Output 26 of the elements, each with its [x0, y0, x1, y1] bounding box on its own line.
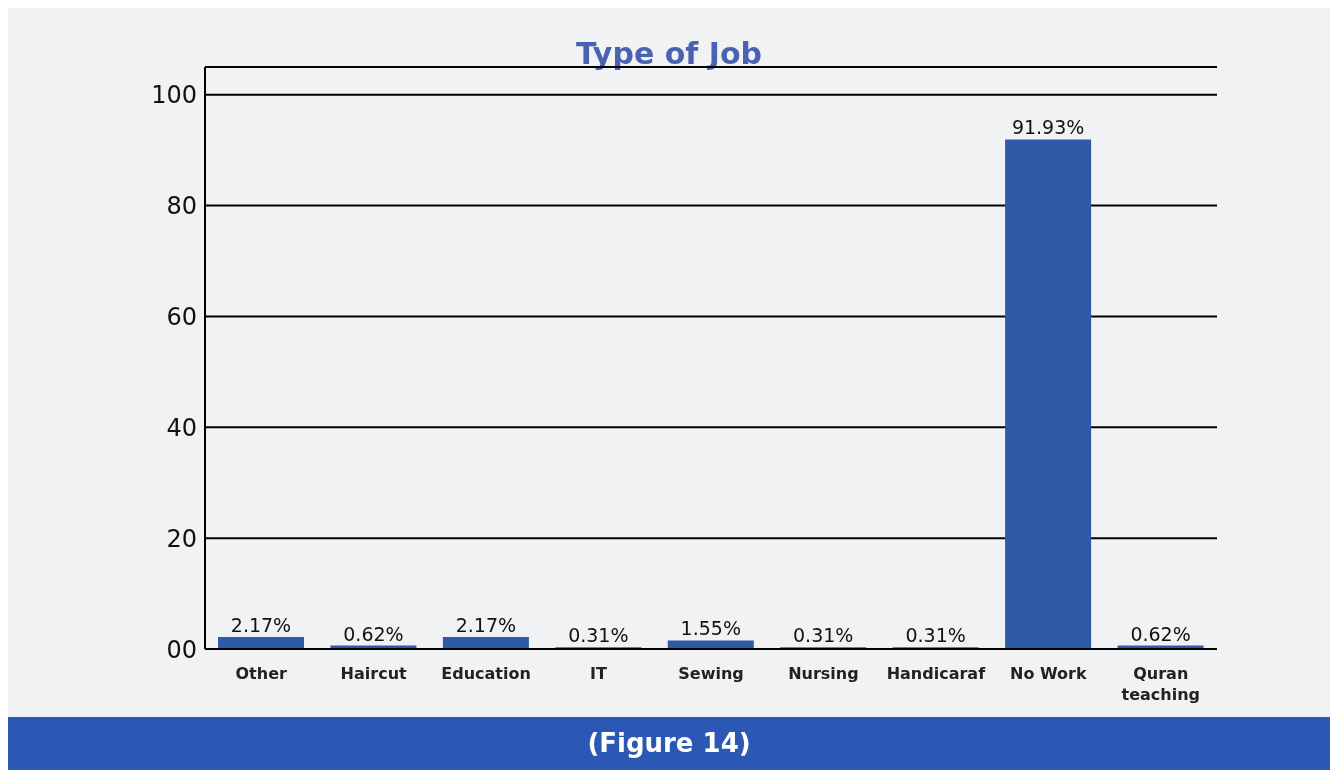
x-tick-label: Nursing — [788, 664, 859, 684]
data-label: 0.62% — [343, 622, 404, 645]
data-label: 0.31% — [568, 624, 629, 647]
x-tick-label: IT — [590, 664, 608, 684]
data-label: 2.17% — [230, 613, 292, 636]
x-tick-label: Other — [235, 664, 288, 684]
y-tick-label: 40 — [166, 413, 197, 442]
y-tick-label: 100 — [151, 81, 197, 110]
y-tick-label: 80 — [166, 192, 197, 221]
x-tick-label: No Work — [1010, 664, 1087, 684]
x-tick-label: Haircut — [340, 664, 408, 684]
x-tick-label: Education — [441, 664, 531, 684]
x-tick-label: Handicaraf — [886, 664, 987, 684]
chart-title: Type of Job — [574, 36, 764, 71]
data-label: 91.93% — [1011, 116, 1085, 139]
x-tick-label: Quran teaching — [1121, 664, 1201, 705]
y-tick-label: 00 — [166, 635, 197, 664]
y-tick-label: 60 — [166, 302, 197, 331]
data-label: 0.31% — [905, 624, 966, 647]
text: (Figure 14) — [8, 717, 1330, 770]
x-tick-label: Sewing — [678, 664, 744, 684]
data-label: 2.17% — [455, 613, 517, 636]
y-tick-label: 20 — [166, 524, 197, 553]
data-label: 0.62% — [1130, 622, 1191, 645]
data-label: 0.31% — [793, 624, 854, 647]
data-label: 1.55% — [680, 617, 741, 640]
